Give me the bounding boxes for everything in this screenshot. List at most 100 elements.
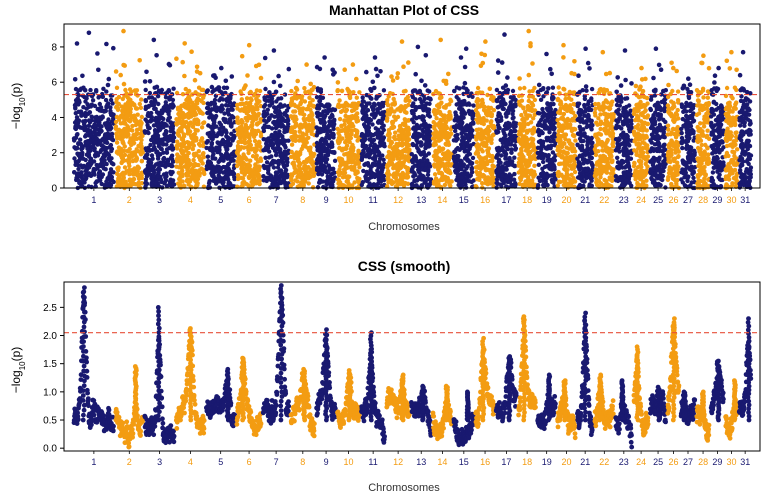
- point: [468, 133, 474, 139]
- point: [128, 117, 133, 123]
- peak-point: [399, 39, 405, 44]
- point: [103, 97, 109, 103]
- point: [531, 169, 537, 174]
- point: [340, 136, 345, 141]
- point: [212, 147, 217, 153]
- point: [169, 163, 174, 169]
- point: [243, 155, 248, 161]
- point: [311, 84, 317, 90]
- point: [219, 152, 224, 157]
- point: [118, 136, 123, 141]
- point: [366, 128, 371, 134]
- point: [261, 178, 266, 183]
- point: [346, 88, 351, 94]
- chr-5-points: [204, 65, 238, 191]
- point: [164, 174, 169, 179]
- point: [129, 154, 135, 159]
- point: [120, 108, 125, 113]
- point: [168, 128, 173, 134]
- point: [439, 100, 444, 105]
- point: [207, 102, 212, 107]
- point: [374, 96, 379, 101]
- point: [94, 179, 100, 184]
- point: [409, 158, 415, 163]
- point: [228, 181, 233, 187]
- point: [503, 83, 509, 88]
- point: [501, 180, 506, 186]
- peak-point: [463, 46, 469, 51]
- point: [230, 151, 235, 156]
- point: [348, 124, 353, 129]
- point: [243, 140, 248, 146]
- point: [210, 132, 216, 137]
- point: [418, 176, 423, 181]
- point: [277, 178, 283, 183]
- point: [256, 168, 262, 173]
- point: [93, 154, 98, 159]
- point: [94, 132, 99, 137]
- point: [273, 89, 279, 95]
- point: [138, 105, 144, 111]
- point: [252, 138, 258, 144]
- point: [282, 172, 287, 177]
- point: [171, 146, 176, 151]
- point: [239, 53, 245, 59]
- point: [511, 115, 516, 120]
- point: [512, 163, 517, 169]
- point: [135, 112, 140, 117]
- point: [298, 161, 303, 167]
- point: [295, 78, 301, 84]
- point: [193, 102, 198, 108]
- point: [147, 79, 153, 84]
- point: [78, 141, 84, 147]
- point: [467, 102, 472, 107]
- point: [269, 178, 274, 183]
- point: [207, 179, 212, 184]
- point: [369, 112, 375, 117]
- point: [127, 87, 133, 92]
- point: [350, 142, 355, 148]
- point: [271, 165, 277, 170]
- point: [150, 177, 155, 182]
- point: [114, 150, 120, 155]
- point: [167, 108, 172, 114]
- point: [94, 89, 99, 94]
- point: [181, 140, 187, 145]
- point: [372, 182, 378, 188]
- point: [196, 121, 201, 127]
- point: [545, 114, 550, 119]
- point: [521, 116, 526, 121]
- point: [116, 165, 121, 170]
- point: [547, 108, 552, 113]
- point: [201, 169, 206, 175]
- point: [83, 133, 89, 138]
- point: [97, 94, 102, 99]
- point: [350, 151, 355, 156]
- point: [537, 111, 542, 116]
- point: [217, 166, 222, 171]
- point: [244, 100, 249, 106]
- point: [220, 156, 226, 161]
- point: [118, 114, 124, 119]
- point: [246, 150, 251, 156]
- point: [316, 146, 321, 152]
- point: [212, 120, 217, 125]
- point: [199, 136, 205, 141]
- point: [495, 70, 501, 75]
- point: [116, 128, 121, 134]
- point: [526, 178, 532, 183]
- point: [390, 102, 395, 107]
- point: [269, 154, 274, 159]
- point: [267, 142, 272, 148]
- point: [522, 110, 528, 115]
- point: [104, 89, 109, 94]
- peak-point: [182, 41, 187, 46]
- point: [448, 183, 453, 188]
- point: [193, 162, 198, 168]
- point: [405, 175, 410, 180]
- point: [459, 110, 464, 116]
- point: [163, 95, 169, 100]
- point: [538, 87, 543, 93]
- point: [88, 139, 94, 144]
